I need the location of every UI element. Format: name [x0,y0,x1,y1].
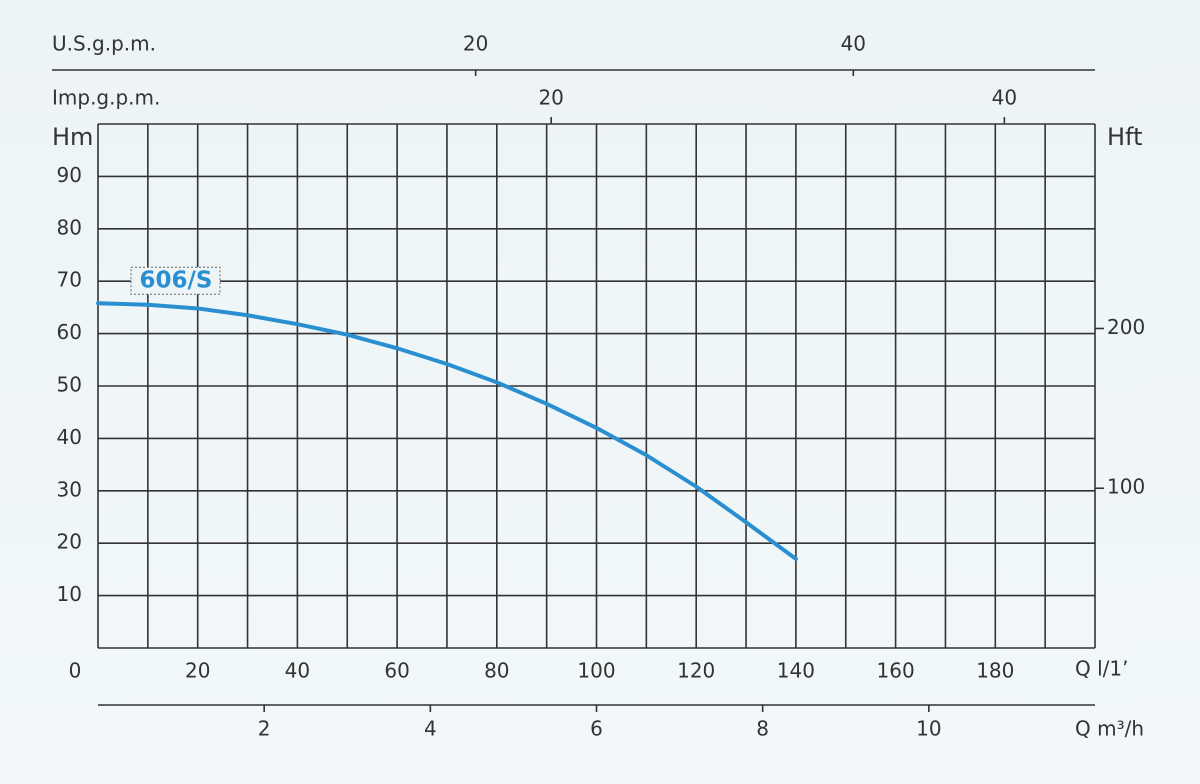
x-axis-label: Q l/1’ [1075,657,1128,681]
bottom-axis-tick-label: 8 [756,717,769,741]
y2-tick-label: 100 [1107,475,1145,499]
top-axis-tick-label: 20 [538,86,563,110]
top-axis-label: U.S.g.p.m. [52,32,156,56]
y2-tick-label: 200 [1107,315,1145,339]
y-tick-label: 20 [57,530,82,554]
bottom-axis-label: Q m³/h [1075,717,1144,741]
y-tick-label: 40 [57,425,82,449]
series-line [96,301,798,561]
x-tick-label: 60 [384,659,409,683]
x-tick-label: 140 [777,659,815,683]
bottom-axis-tick-label: 10 [916,717,941,741]
y-tick-label: 50 [57,373,82,397]
x-tick-label: 160 [877,659,915,683]
y-tick-label: 90 [57,163,82,187]
bottom-axis-tick-label: 2 [258,717,271,741]
top-axis-tick-label: 20 [463,32,488,56]
y-tick-label: 60 [57,320,82,344]
y-tick-label: 80 [57,215,82,239]
series-label-box [130,266,221,295]
y-tick-label: 10 [57,582,82,606]
series-label: 606/S [140,268,213,294]
top-axis-tick-label: 40 [992,86,1017,110]
x-tick-label: 120 [677,659,715,683]
top-axis-tick-label: 40 [841,32,866,56]
x-tick-label: 100 [577,659,615,683]
y-tick-label: 30 [57,477,82,501]
bottom-axis-tick-label: 4 [424,717,437,741]
x-tick-label: 0 [69,659,82,683]
y-tick-label: 70 [57,268,82,292]
x-tick-label: 80 [484,659,509,683]
x-tick-label: 180 [976,659,1014,683]
bottom-axis-tick-label: 6 [590,717,603,741]
top-axis-label: Imp.g.p.m. [52,86,160,110]
x-tick-label: 20 [185,659,210,683]
x-tick-label: 40 [285,659,310,683]
y-axis-label: Hm [52,123,93,151]
y2-axis-label: Hft [1107,123,1142,151]
